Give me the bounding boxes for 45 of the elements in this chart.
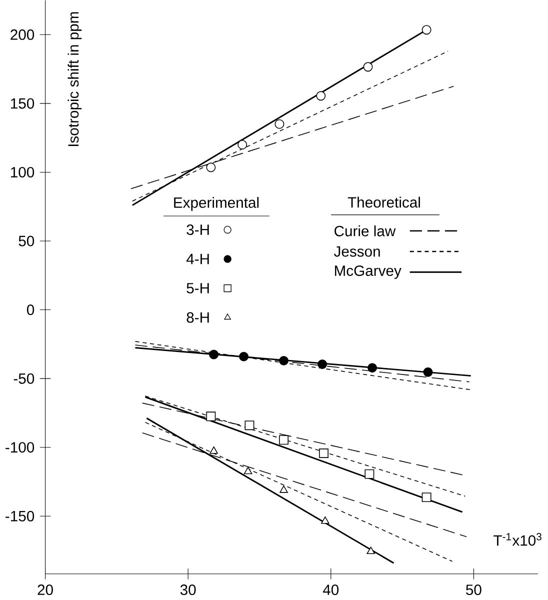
legend-label: McGarvey <box>335 265 402 279</box>
legend-label: Curie law <box>334 225 396 236</box>
point <box>274 119 284 129</box>
point <box>423 367 433 377</box>
x-tick-label: 40 <box>323 584 339 596</box>
point <box>364 469 374 479</box>
point <box>244 420 254 430</box>
y-tick-label: -50 <box>14 373 34 384</box>
y-tick-label: 0 <box>27 304 34 316</box>
x-tick-label: 20 <box>38 584 54 596</box>
y-tick-label: 100 <box>11 166 34 178</box>
point <box>210 446 218 454</box>
legend-label: 4-H <box>186 254 210 264</box>
point <box>319 448 329 458</box>
point <box>209 350 219 360</box>
point <box>364 62 373 72</box>
x-axis-title: T$^{-1}$x10$^{3}$ <box>494 532 542 546</box>
y-tick-label: 150 <box>11 98 34 109</box>
point <box>366 546 376 554</box>
point <box>206 412 216 422</box>
point <box>279 435 289 445</box>
point <box>316 91 326 101</box>
point <box>422 492 432 502</box>
y-tick-label: 200 <box>10 29 34 40</box>
point <box>280 486 288 493</box>
legend-label: Jesson <box>334 246 380 257</box>
x-tick-label: 50 <box>466 584 482 596</box>
y-axis-title: Isotropic shift in ppm <box>68 12 82 146</box>
point <box>321 516 330 524</box>
y-tick-label: -150 <box>6 510 34 522</box>
annotation: Theoretical <box>348 196 420 208</box>
point <box>206 162 216 172</box>
point <box>318 360 328 369</box>
point <box>239 352 249 362</box>
point <box>368 363 378 373</box>
legend-label: 8-H <box>186 312 210 323</box>
point <box>244 466 252 474</box>
annotation: Experimental <box>174 196 259 211</box>
legend-label: 5-H <box>186 283 210 294</box>
y-tick-label: 50 <box>18 236 34 246</box>
point <box>279 356 289 366</box>
y-tick-label: -100 <box>6 442 34 453</box>
legend-label: 3-H <box>186 224 210 235</box>
point <box>422 25 432 35</box>
x-tick-label: 30 <box>180 584 196 596</box>
